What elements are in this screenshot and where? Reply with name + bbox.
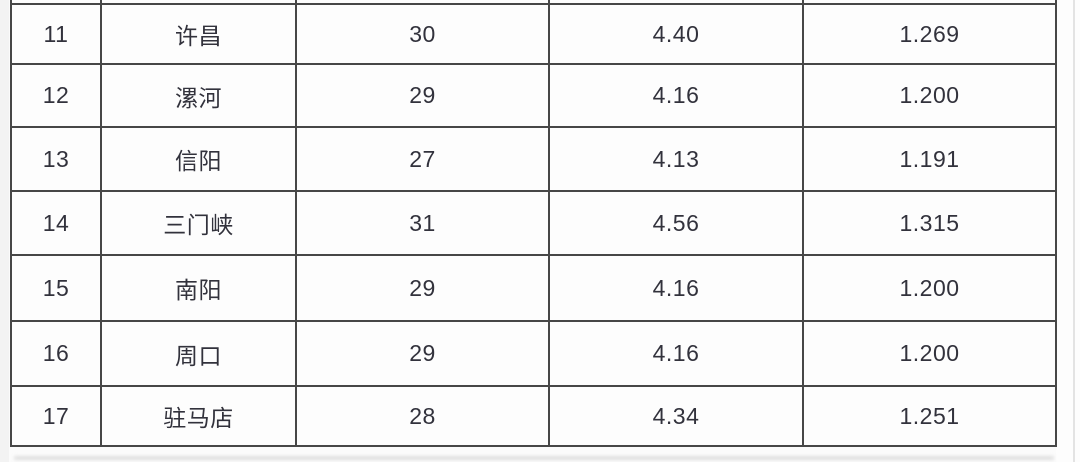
table-row: 15 南阳 29 4.16 1.200 [10,254,1057,322]
row-number-cell: 13 [10,126,102,192]
city-cell: 三门峡 [100,190,297,256]
value-cell: 1.269 [802,3,1057,65]
city-cell: 周口 [100,320,297,387]
table-row: 13 信阳 27 4.13 1.191 [10,126,1057,192]
value-cell: 4.34 [548,385,804,447]
value-cell: 4.13 [548,126,804,192]
value-cell: 30 [295,3,550,65]
table-row: 17 驻马店 28 4.34 1.251 [10,385,1057,447]
table-row: 16 周口 29 4.16 1.200 [10,320,1057,387]
table-row: 12 漯河 29 4.16 1.200 [10,63,1057,128]
table-row: 11 许昌 30 4.40 1.269 [10,3,1057,65]
partial-cell [295,0,550,5]
right-page-margin [1056,0,1080,462]
partial-cell [100,0,297,5]
city-cell: 驻马店 [100,385,297,447]
city-cell: 许昌 [100,3,297,65]
partial-cell [802,0,1057,5]
left-page-margin [0,0,9,462]
value-cell: 4.56 [548,190,804,256]
value-cell: 29 [295,254,550,322]
value-cell: 27 [295,126,550,192]
row-number-cell: 11 [10,3,102,65]
value-cell: 29 [295,320,550,387]
city-cell: 南阳 [100,254,297,322]
value-cell: 1.251 [802,385,1057,447]
bottom-shadow-line [14,456,1054,460]
value-cell: 4.40 [548,3,804,65]
row-number-cell: 17 [10,385,102,447]
value-cell: 4.16 [548,320,804,387]
value-cell: 29 [295,63,550,128]
value-cell: 1.200 [802,254,1057,322]
row-number-cell: 12 [10,63,102,128]
row-number-cell: 16 [10,320,102,387]
value-cell: 4.16 [548,254,804,322]
value-cell: 1.315 [802,190,1057,256]
page-edge-line [1073,0,1075,462]
table-row: 14 三门峡 31 4.56 1.315 [10,190,1057,256]
city-cell: 漯河 [100,63,297,128]
value-cell: 4.16 [548,63,804,128]
city-cell: 信阳 [100,126,297,192]
value-cell: 1.200 [802,63,1057,128]
value-cell: 28 [295,385,550,447]
row-number-cell: 15 [10,254,102,322]
value-cell: 1.191 [802,126,1057,192]
table-row-partial [10,0,1057,5]
row-number-cell: 14 [10,190,102,256]
data-table: 11 许昌 30 4.40 1.269 12 漯河 29 4.16 1.200 … [10,0,1057,447]
partial-cell [548,0,804,5]
value-cell: 1.200 [802,320,1057,387]
partial-cell [10,0,102,5]
value-cell: 31 [295,190,550,256]
